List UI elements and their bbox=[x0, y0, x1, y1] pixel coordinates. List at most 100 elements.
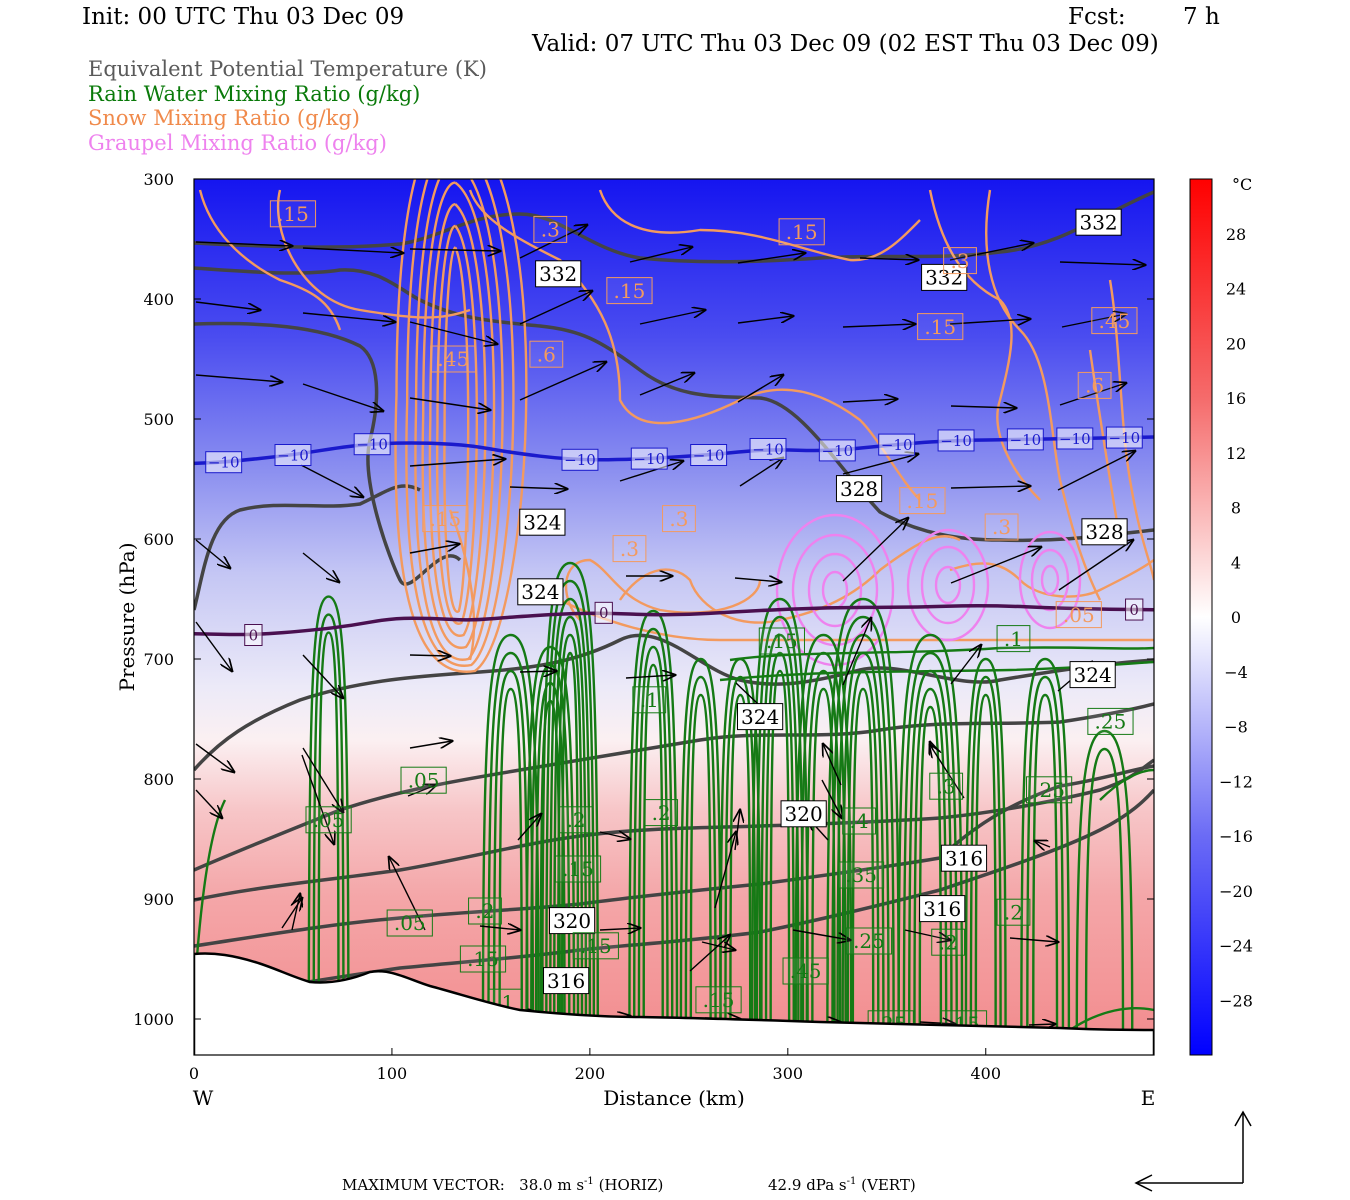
wind-vector bbox=[389, 857, 426, 931]
y-tick-label: 1000 bbox=[133, 1010, 174, 1029]
rain-label: .25 bbox=[1025, 776, 1073, 804]
colorbar-tick-label: 20 bbox=[1226, 334, 1246, 353]
svg-text:.2: .2 bbox=[475, 899, 494, 923]
wind-vector bbox=[1059, 262, 1145, 265]
theta-e-label: 320 bbox=[780, 800, 827, 828]
svg-text:.15: .15 bbox=[562, 857, 594, 881]
rain-contour bbox=[481, 633, 540, 1034]
wind-vector bbox=[689, 935, 730, 972]
graupel-contour bbox=[807, 552, 863, 628]
isotherm-line bbox=[194, 603, 1154, 637]
rain-contour bbox=[826, 597, 900, 1034]
wind-vector bbox=[1009, 938, 1058, 942]
snow-contour bbox=[435, 224, 478, 625]
isotherm-label: −10 bbox=[353, 433, 391, 456]
wind-vector bbox=[599, 832, 630, 839]
wind-vector bbox=[407, 785, 436, 797]
svg-text:.25: .25 bbox=[1033, 778, 1065, 802]
init-time: Init: 00 UTC Thu 03 Dec 09 bbox=[82, 4, 405, 30]
wind-vector bbox=[599, 928, 640, 930]
wind-vector bbox=[519, 225, 587, 259]
isotherm-label: −10 bbox=[818, 439, 856, 462]
snow-contour bbox=[421, 181, 496, 649]
rain-contour bbox=[1075, 729, 1134, 1034]
svg-text:328: 328 bbox=[840, 477, 878, 501]
isotherm-label: −10 bbox=[561, 448, 599, 471]
legend-entry: Rain Water Mixing Ratio (g/kg) bbox=[88, 82, 421, 106]
snow-label: .15 bbox=[269, 200, 317, 228]
wind-vector bbox=[629, 247, 692, 263]
rain-label: .05 bbox=[305, 806, 352, 834]
isotherm-label: −10 bbox=[630, 447, 668, 470]
theta-e-label: 332 bbox=[1075, 208, 1122, 236]
isotherm-label: −10 bbox=[205, 451, 243, 474]
svg-text:−10: −10 bbox=[356, 436, 388, 454]
snow-contour bbox=[443, 246, 470, 613]
rain-contour bbox=[1084, 747, 1125, 1034]
rain-contour bbox=[1032, 693, 1059, 1034]
snow-contour bbox=[1108, 279, 1154, 581]
isotherm-label: −10 bbox=[274, 444, 312, 466]
svg-text:.6: .6 bbox=[537, 342, 556, 366]
x-tick-label: 200 bbox=[575, 1064, 606, 1083]
snow-label: .15 bbox=[917, 313, 964, 341]
wind-vectors bbox=[195, 225, 1145, 1025]
wind-vector bbox=[519, 362, 606, 401]
svg-text:.15: .15 bbox=[580, 934, 612, 958]
isotherm-label: −10 bbox=[749, 438, 787, 460]
snow-contours bbox=[198, 179, 1154, 673]
colorbar-tick-label: −12 bbox=[1219, 772, 1253, 791]
rain-label: .15 bbox=[459, 945, 507, 973]
wind-vector bbox=[409, 741, 452, 749]
rain-contour bbox=[689, 693, 712, 1034]
wind-vector bbox=[842, 454, 918, 475]
theta-e-label: 316 bbox=[919, 895, 966, 923]
svg-text:−10: −10 bbox=[277, 446, 309, 464]
wind-vector bbox=[1059, 383, 1126, 406]
wind-vector bbox=[734, 578, 781, 582]
y-tick-label: 900 bbox=[143, 890, 174, 909]
legend-entry: Graupel Mixing Ratio (g/kg) bbox=[88, 131, 387, 155]
rain-label: .2 bbox=[644, 799, 679, 827]
y-tick-label: 300 bbox=[143, 170, 174, 189]
rain-contour bbox=[312, 613, 345, 1034]
theta-e-label: 324 bbox=[519, 508, 566, 536]
snow-contour bbox=[198, 189, 342, 331]
rain-label: .35 bbox=[837, 861, 885, 889]
vert-exponent: -1 bbox=[846, 1176, 857, 1187]
rain-contour bbox=[684, 675, 717, 1034]
wind-vector bbox=[409, 321, 497, 344]
rain-contour bbox=[628, 609, 679, 1034]
rain-contours bbox=[194, 561, 1154, 1034]
svg-text:.45: .45 bbox=[790, 959, 822, 983]
svg-text:.1: .1 bbox=[640, 688, 659, 712]
rain-contour bbox=[492, 669, 529, 1034]
wind-vector bbox=[737, 316, 793, 324]
svg-text:.2: .2 bbox=[939, 930, 958, 954]
snow-label: .6 bbox=[529, 340, 564, 368]
svg-text:−10: −10 bbox=[821, 442, 853, 460]
graupel-contour bbox=[920, 545, 976, 625]
snow-label: .3 bbox=[984, 513, 1019, 541]
x-tick-label: 0 bbox=[189, 1064, 199, 1083]
wind-vector bbox=[823, 744, 842, 786]
plot-frame bbox=[193, 178, 1155, 1056]
snow-label: .15 bbox=[899, 487, 946, 515]
svg-text:324: 324 bbox=[523, 510, 561, 534]
svg-text:.15: .15 bbox=[467, 947, 499, 971]
snow-contour bbox=[598, 189, 921, 262]
svg-text:.15: .15 bbox=[766, 629, 798, 653]
rain-contour bbox=[557, 633, 584, 1034]
svg-text:.3: .3 bbox=[541, 218, 560, 242]
wind-vector bbox=[1058, 540, 1133, 591]
rain-label: .4 bbox=[842, 807, 876, 835]
svg-text:.05: .05 bbox=[1063, 603, 1095, 627]
snow-contour bbox=[276, 189, 471, 319]
svg-text:.3: .3 bbox=[669, 507, 688, 531]
rain-label: .05 bbox=[400, 766, 447, 794]
terrain-mask bbox=[194, 952, 1154, 1055]
svg-text:324: 324 bbox=[741, 705, 779, 729]
rain-label: .15 bbox=[695, 986, 742, 1014]
snow-contour bbox=[405, 179, 515, 667]
rain-contour bbox=[750, 597, 809, 1034]
